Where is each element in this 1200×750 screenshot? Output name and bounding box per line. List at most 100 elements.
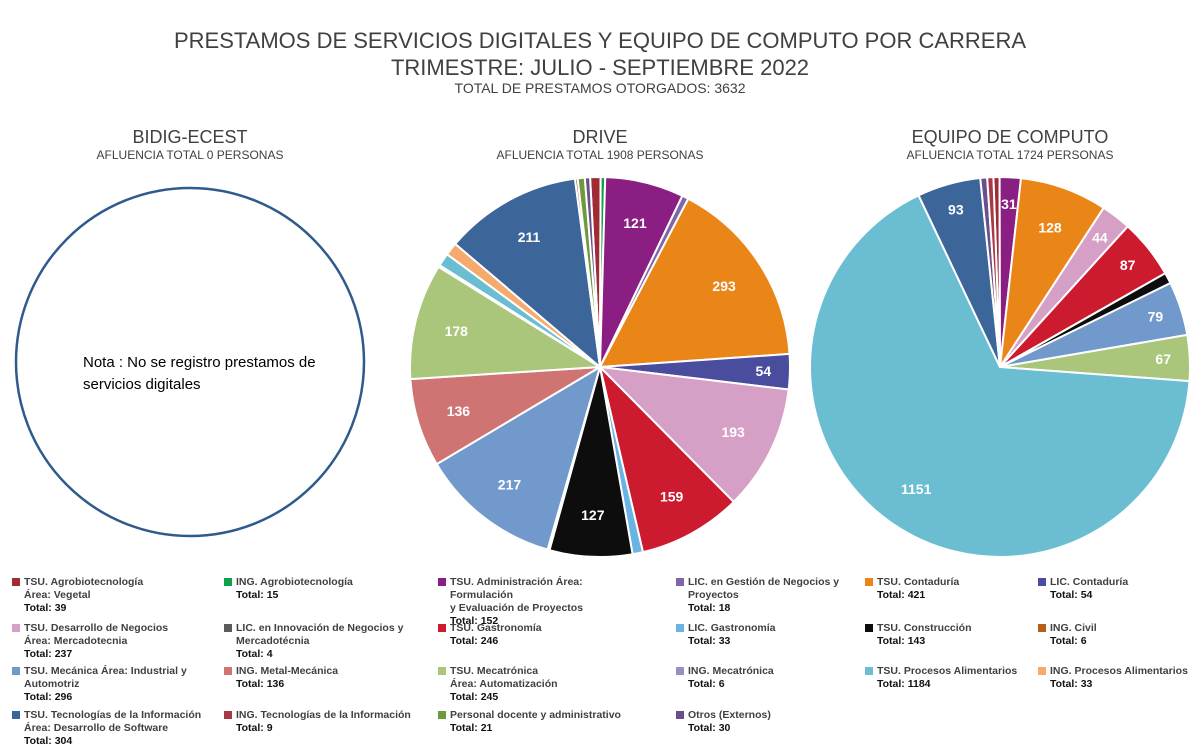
legend-label: TSU. Tecnologías de la Información Área:… <box>24 709 202 734</box>
legend-item: LIC. en Gestión de Negocios y Proyectos T… <box>676 576 876 615</box>
legend-label: ING. Agrobiotecnología <box>236 576 353 588</box>
legend-item: ING. Tecnologías de la Información Total:… <box>224 709 424 735</box>
pie-slice-label: 211 <box>518 229 541 245</box>
pie-slice <box>453 177 602 370</box>
pie-subtitle-bidig: AFLUENCIA TOTAL 0 PERSONAS <box>96 148 284 162</box>
pie-slice <box>409 265 604 381</box>
pie-slice-label: 44 <box>1092 230 1108 246</box>
legend-item: TSU. Gastronomía Total: 246 <box>438 622 638 648</box>
legend-label: TSU. Administración Área: Formulación y … <box>450 576 584 614</box>
chart-subtitle: TRIMESTRE: JULIO - SEPTIEMBRE 2022 <box>390 55 810 80</box>
legend-item: TSU. Desarrollo de Negocios Área: Mercad… <box>12 622 212 661</box>
legend-total: Total: 6 <box>688 678 725 690</box>
legend-total: Total: 21 <box>450 722 493 734</box>
pie-slice <box>986 176 1001 368</box>
pie-slice <box>597 365 790 504</box>
legend-total: Total: 15 <box>236 589 279 601</box>
pie-drive: 121 293 54 193 159 127 217 136 178 211 <box>409 175 791 558</box>
legend-swatch <box>865 578 873 586</box>
legend-swatch <box>676 667 684 675</box>
legend-total: Total: 6 <box>1050 635 1087 647</box>
legend-swatch <box>438 667 446 675</box>
legend-item: ING. Mecatrónica Total: 6 <box>676 665 876 691</box>
legend-swatch <box>12 711 20 719</box>
legend-total: Total: 245 <box>450 691 499 703</box>
legend-swatch <box>12 578 20 586</box>
legend-swatch <box>676 578 684 586</box>
pie-slice <box>435 364 602 551</box>
legend-label: ING. Mecatrónica <box>688 665 774 677</box>
legend-item: Personal docente y administrativo Total: … <box>438 709 638 735</box>
pie-title-equipo: EQUIPO DE COMPUTO <box>911 127 1109 147</box>
legend-swatch <box>438 711 446 719</box>
legend-label: ING. Metal-Mecánica <box>236 665 339 677</box>
pie-subtitle-equipo: AFLUENCIA TOTAL 1724 PERSONAS <box>906 148 1114 162</box>
chart-title: PRESTAMOS DE SERVICIOS DIGITALES Y EQUIP… <box>173 28 1027 53</box>
legend-swatch <box>1038 578 1046 586</box>
pie-slice <box>809 194 1191 559</box>
legend-total: Total: 39 <box>24 602 67 614</box>
legend-item: LIC. en Innovación de Negocios y Mercado… <box>224 622 424 661</box>
legend-item: TSU. Tecnologías de la Información Área:… <box>12 709 212 748</box>
pie-title-drive: DRIVE <box>572 127 628 147</box>
pie-slice <box>598 363 736 554</box>
legend-total: Total: 237 <box>24 648 73 660</box>
legend-swatch <box>224 624 232 632</box>
pie-slice-label: 193 <box>721 424 745 440</box>
pie-slice-label: 1151 <box>901 481 932 497</box>
legend-label: LIC. Contaduría <box>1050 576 1129 588</box>
pie-slice-label: 293 <box>712 278 736 294</box>
legend-total: Total: 30 <box>688 722 731 734</box>
legend-label: TSU. Contaduría <box>877 576 960 588</box>
legend-total: Total: 9 <box>236 722 273 734</box>
pie-slice-label: 121 <box>623 215 647 231</box>
legend-label: TSU. Mecánica Área: Industrial y Automot… <box>24 665 187 690</box>
pie-slice-label: 127 <box>581 507 605 523</box>
total-loans-text: TOTAL DE PRESTAMOS OTORGADOS: 3632 <box>454 80 746 96</box>
legend-total: Total: 33 <box>688 635 731 647</box>
legend-label: Otros (Externos) <box>688 709 771 721</box>
legend-item: ING. Agrobiotecnología Total: 15 <box>224 576 424 602</box>
legend-label: ING. Civil <box>1050 622 1097 634</box>
legend-label: ING. Procesos Alimentarios <box>1050 665 1188 677</box>
legend-swatch <box>224 711 232 719</box>
legend-total: Total: 18 <box>688 602 731 614</box>
pie-slice-label: 67 <box>1155 351 1171 367</box>
legend-swatch <box>865 667 873 675</box>
legend-total: Total: 421 <box>877 589 926 601</box>
legend-swatch <box>676 624 684 632</box>
legend-item: TSU. Procesos Alimentarios Total: 1184 <box>865 665 1065 691</box>
legend-item: TSU. Mecatrónica Área: Automatización Tot… <box>438 665 638 704</box>
legend-item: Otros (Externos) Total: 30 <box>676 709 876 735</box>
legend-total: Total: 4 <box>236 648 273 660</box>
pie-slice-label: 31 <box>1001 196 1017 212</box>
legend-label: TSU. Construcción <box>877 622 972 634</box>
legend-item: TSU. Contaduría Total: 421 <box>865 576 1065 602</box>
legend-label: TSU. Desarrollo de Negocios Área: Mercad… <box>24 622 169 647</box>
legend-total: Total: 54 <box>1050 589 1093 601</box>
legend-total: Total: 304 <box>24 735 73 747</box>
legend-swatch <box>438 578 446 586</box>
legend-total: Total: 296 <box>24 691 73 703</box>
legend-item: TSU. Construcción Total: 143 <box>865 622 1065 648</box>
legend-swatch <box>12 667 20 675</box>
legend-label: LIC. en Gestión de Negocios y Proyectos <box>688 576 840 601</box>
legend-label: LIC. Gastronomía <box>688 622 776 634</box>
legend-item: ING. Procesos Alimentarios Total: 33 <box>1038 665 1200 691</box>
legend-item: ING. Civil Total: 6 <box>1038 622 1200 648</box>
legend-label: TSU. Mecatrónica Área: Automatización <box>450 665 558 690</box>
legend-swatch <box>676 711 684 719</box>
no-loans-note: Nota : No se registro prestamos de servi… <box>83 354 316 393</box>
empty-pie-bidig <box>14 186 366 538</box>
pie-equipo: 31 128 44 87 79 67 1151 93 <box>809 175 1191 559</box>
legend-label: Personal docente y administrativo <box>450 709 621 721</box>
legend-swatch <box>1038 624 1046 632</box>
legend-label: TSU. Procesos Alimentarios <box>877 665 1018 677</box>
legend-total: Total: 152 <box>450 615 499 627</box>
legend-total: Total: 136 <box>236 678 285 690</box>
pie-charts: 121 293 54 193 159 127 217 136 178 211 31 128 44 87 7… <box>14 175 1191 559</box>
legend-label: TSU. Gastronomía <box>450 622 542 634</box>
legend-swatch <box>1038 667 1046 675</box>
legend-item: ING. Metal-Mecánica Total: 136 <box>224 665 424 691</box>
pie-slice <box>583 176 601 368</box>
